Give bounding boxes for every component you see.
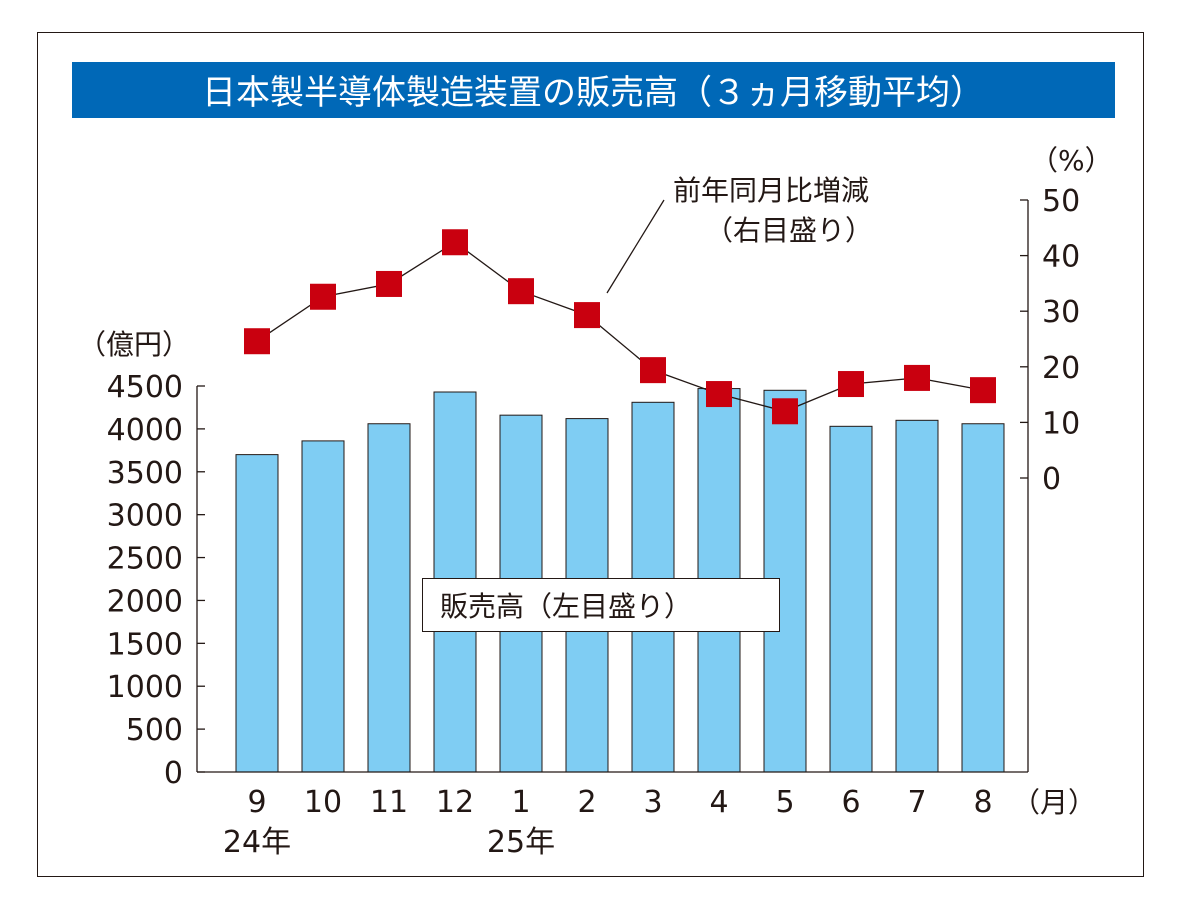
yoy-line [256,241,984,412]
x-tick-label: 11 [370,785,408,820]
yoy-marker [904,364,930,391]
yoy-marker [442,229,468,256]
bar [367,423,411,773]
line-series-label: 前年同月比増減 [673,174,869,207]
x-tick-label: 1 [511,785,530,820]
left-axis-unit: （億円） [78,328,190,361]
x-tick-label: 8 [973,785,992,820]
left-tick-label: 3000 [107,499,183,534]
left-tick-label: 1000 [107,670,183,705]
yoy-marker [244,328,270,355]
yoy-marker [970,377,996,404]
bar-legend-box [422,578,780,632]
bar [235,454,279,773]
chart-title: 日本製半導体製造装置の販売高（３ヵ月移動平均） [202,73,984,113]
right-tick-label: 30 [1042,295,1080,330]
x-tick-label: 4 [709,785,728,820]
x-tick-label: 10 [304,785,342,820]
x-tick-label: 6 [841,785,860,820]
x-tick-label: 12 [436,785,474,820]
yoy-marker [508,278,534,305]
x-axis-unit: （月） [1012,786,1096,819]
bar [961,423,1005,773]
right-axis-unit: （%） [1030,144,1113,177]
left-tick-label: 2000 [107,584,183,619]
x-tick-label: 9 [247,785,266,820]
yoy-marker [574,302,600,329]
left-tick-label: 0 [164,756,183,791]
x-tick-label: 5 [775,785,794,820]
year-label: 25年 [487,825,555,860]
x-tick-label: 7 [907,785,926,820]
yoy-marker [310,283,336,310]
bar [829,425,873,773]
right-tick-label: 40 [1042,240,1080,275]
yoy-marker [706,381,732,408]
right-tick-label: 20 [1042,351,1080,386]
yoy-marker [640,357,666,384]
left-tick-label: 4500 [107,370,183,405]
right-tick-label: 10 [1042,406,1080,441]
right-tick-label: 0 [1042,462,1061,497]
right-tick-label: 50 [1042,184,1080,219]
line-series-label-2: （右目盛り） [705,214,873,247]
left-tick-label: 2500 [107,542,183,577]
left-tick-label: 4000 [107,413,183,448]
x-tick-label: 3 [643,785,662,820]
bar [301,440,345,773]
bar-series-label: 販売高（左目盛り） [440,590,692,623]
title-banner [72,62,1115,118]
x-tick-label: 2 [577,785,596,820]
year-label: 24年 [223,825,291,860]
yoy-marker [376,270,402,297]
yoy-marker [772,398,798,425]
annotation-leader-line [606,199,665,294]
left-tick-label: 1500 [107,627,183,662]
yoy-marker [838,371,864,398]
left-tick-label: 500 [126,713,183,748]
left-tick-label: 3500 [107,456,183,491]
chart-frame [37,32,1144,877]
bar [895,419,939,773]
